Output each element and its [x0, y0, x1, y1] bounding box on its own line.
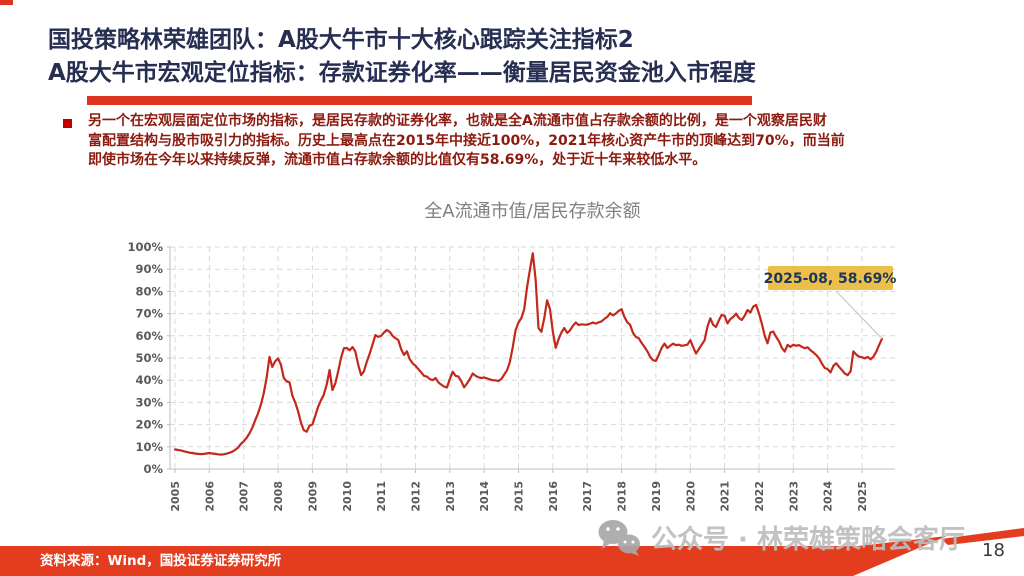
footer-band — [0, 528, 1024, 576]
svg-text:2007: 2007 — [238, 481, 251, 512]
body-paragraph: 另一个在宏观层面定位市场的指标，是居民存款的证券化率，也就是全A流通市值占存款余… — [88, 112, 998, 171]
footer-band-shape — [0, 536, 947, 576]
svg-text:2005: 2005 — [169, 481, 182, 512]
svg-text:2008: 2008 — [272, 481, 285, 512]
svg-text:2025: 2025 — [856, 481, 869, 512]
svg-text:40%: 40% — [135, 373, 163, 387]
svg-text:2006: 2006 — [203, 481, 216, 512]
svg-text:70%: 70% — [135, 307, 163, 321]
chart-title: 全A流通市值/居民存款余额 — [424, 201, 641, 222]
body-line: 另一个在宏观层面定位市场的指标，是居民存款的证券化率，也就是全A流通市值占存款余… — [88, 113, 827, 129]
svg-text:2024: 2024 — [822, 481, 835, 512]
svg-text:30%: 30% — [135, 395, 163, 409]
body-line: 即使市场在今年以来持续反弹，流通市值占存款余额的比值仅有58.69%，处于近十年… — [88, 152, 707, 168]
bullet-square-icon — [63, 119, 72, 128]
svg-text:2018: 2018 — [616, 481, 629, 512]
slide-title: 国投策略林荣雄团队：A股大牛市十大核心跟踪关注指标2 A股大牛市宏观定位指标：存… — [48, 24, 1008, 90]
svg-text:90%: 90% — [135, 262, 163, 276]
svg-text:0%: 0% — [143, 462, 163, 476]
svg-text:50%: 50% — [135, 351, 163, 365]
svg-text:20%: 20% — [135, 418, 163, 432]
svg-text:80%: 80% — [135, 284, 163, 298]
page-number: 18 — [982, 540, 1005, 561]
svg-text:2020: 2020 — [684, 481, 697, 512]
svg-text:100%: 100% — [127, 240, 163, 254]
svg-text:2022: 2022 — [753, 481, 766, 512]
line-chart: 2005 2006 2007 2008 2009 2010 2011 2012 2013 2014… — [127, 240, 897, 512]
footer-band-strip — [941, 528, 1024, 545]
svg-text:2014: 2014 — [478, 481, 491, 512]
svg-text:2023: 2023 — [787, 481, 800, 512]
svg-text:60%: 60% — [135, 329, 163, 343]
svg-text:2009: 2009 — [306, 481, 319, 512]
wechat-icon — [598, 520, 640, 556]
svg-text:2016: 2016 — [547, 481, 560, 512]
svg-text:2017: 2017 — [581, 481, 594, 512]
svg-text:2025-08, 58.69%: 2025-08, 58.69% — [764, 271, 897, 287]
svg-text:2019: 2019 — [650, 481, 663, 512]
svg-text:2012: 2012 — [409, 481, 422, 512]
watermark-text: 公众号 · 林荣雄策略会客厅 — [651, 524, 965, 555]
title-underline — [87, 96, 752, 105]
title-line-2: A股大牛市宏观定位指标：存款证券化率——衡量居民资金池入市程度 — [48, 60, 756, 86]
svg-text:2015: 2015 — [513, 481, 526, 512]
svg-text:10%: 10% — [135, 440, 163, 454]
corner-accent — [0, 0, 13, 5]
svg-text:2013: 2013 — [444, 481, 457, 512]
source-note: 资料来源：Wind，国投证券证券研究所 — [40, 553, 282, 569]
svg-text:2010: 2010 — [341, 481, 354, 512]
body-line: 富配置结构与股市吸引力的指标。历史上最高点在2015年中接近100%，2021年… — [88, 132, 845, 149]
svg-text:2011: 2011 — [375, 481, 388, 512]
svg-text:2021: 2021 — [719, 481, 732, 512]
watermark: 公众号 · 林荣雄策略会客厅 — [596, 518, 965, 556]
title-line-1: 国投策略林荣雄团队：A股大牛市十大核心跟踪关注指标2 — [48, 27, 634, 53]
